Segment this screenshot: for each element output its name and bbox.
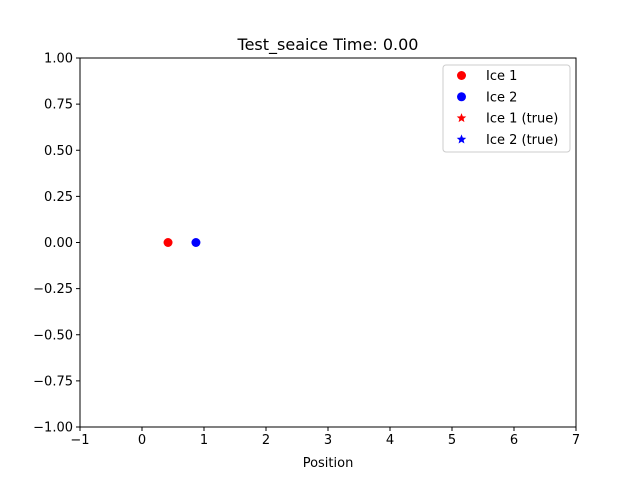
legend-label-ice-1: Ice 1 <box>486 69 517 84</box>
y-tick-label: 0.75 <box>44 98 73 113</box>
data-point-ice-1 <box>163 238 173 247</box>
x-axis-label: Position <box>303 456 354 471</box>
legend-marker-ice-1-true <box>456 113 467 123</box>
legend-box <box>442 64 571 153</box>
y-tick-label: −0.75 <box>33 374 73 389</box>
y-tick-label: −0.50 <box>33 328 73 343</box>
legend-marker-ice-2 <box>457 92 466 102</box>
legend-marker-ice-2-true <box>456 134 467 144</box>
x-tick-label: 0 <box>138 433 146 448</box>
data-point-ice-2 <box>191 238 201 247</box>
y-tick-label: 0.25 <box>44 190 73 205</box>
chart-title: Test_seaice Time: 0.00 <box>237 35 419 55</box>
x-tick-label: 5 <box>448 433 456 448</box>
y-tick-label: 1.00 <box>44 52 73 67</box>
legend-label-ice-1-true: Ice 1 (true) <box>486 112 558 127</box>
legend: Ice 1 Ice 2 Ice 1 (true) Ice 2 (true) <box>442 64 571 153</box>
x-tick-label: −1 <box>70 433 89 448</box>
x-tick-label: 2 <box>262 433 270 448</box>
y-tick-label: 0.50 <box>44 144 73 159</box>
x-tick-label: 1 <box>200 433 208 448</box>
y-tick-label: −0.25 <box>33 282 73 297</box>
plot-area: −1 0 1 2 3 4 5 6 7 1.00 0.75 0.50 0.25 0.00 −0.25 −0.50… <box>33 52 580 449</box>
legend-label-ice-2-true: Ice 2 (true) <box>486 133 558 148</box>
legend-marker-ice-1 <box>457 71 466 80</box>
x-tick-label: 7 <box>572 433 580 448</box>
x-tick-label: 4 <box>386 433 394 448</box>
x-tick-label: 3 <box>324 433 332 448</box>
y-tick-label: 0.00 <box>44 236 73 251</box>
legend-label-ice-2: Ice 2 <box>486 90 517 105</box>
y-tick-label: −1.00 <box>33 421 73 436</box>
x-tick-label: 6 <box>510 433 518 448</box>
